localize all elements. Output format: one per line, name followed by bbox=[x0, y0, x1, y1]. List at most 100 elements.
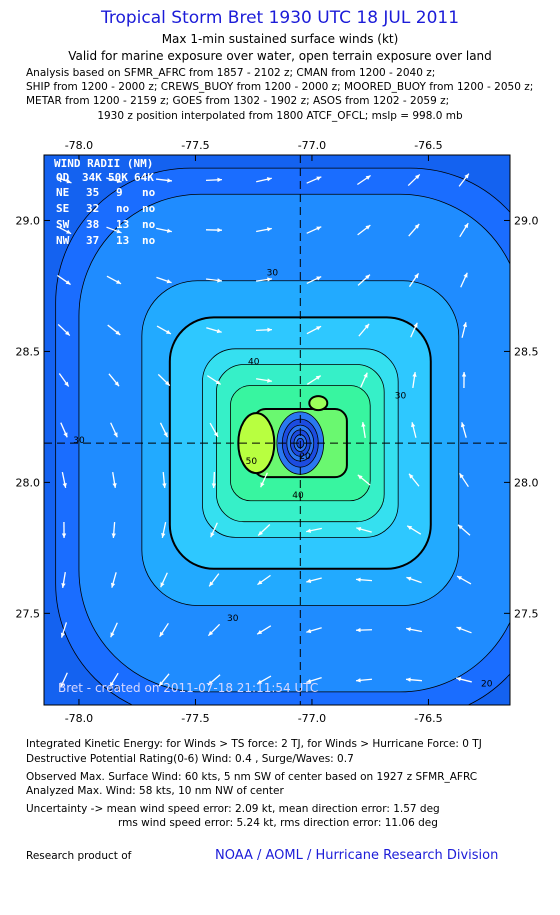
wind-arrow-head bbox=[409, 473, 414, 479]
analysis-line-2: SHIP from 1200 - 2000 z; CREWS_BUOY from… bbox=[26, 81, 534, 93]
wind-arrow-head bbox=[64, 381, 69, 387]
axis-tick-layer: -78.0 -78.0 -77.5 -77.5 -77.0 -77.0 -76.5 -76.5… bbox=[16, 139, 539, 725]
wind-arrow-head bbox=[365, 175, 371, 180]
wind-arrow-head bbox=[164, 380, 170, 386]
wind-arrow-head bbox=[406, 576, 412, 581]
creation-credit: Bret - created on 2011-07-18 21:11:54 UT… bbox=[58, 681, 318, 695]
analyzed-max-wind: Analyzed Max. Wind: 58 kts, 10 nm NW of … bbox=[26, 785, 284, 797]
wind-arrow-head bbox=[315, 375, 321, 380]
contour-label: 50 bbox=[246, 457, 258, 467]
wind-arrow-head bbox=[166, 279, 172, 284]
wind-arrow-head bbox=[60, 682, 65, 688]
wind-arrow-head bbox=[461, 372, 467, 377]
uncertainty-mean: Uncertainty -> mean wind speed error: 2.… bbox=[26, 803, 440, 815]
wind-arrow-head bbox=[163, 432, 168, 438]
x-tick-label-top: -77.0 bbox=[298, 139, 326, 152]
wind-arrow-head bbox=[158, 681, 164, 687]
wind-radii-header: 50K bbox=[108, 171, 128, 184]
wind-arrow-head bbox=[65, 330, 70, 336]
wind-radii-cell: no bbox=[142, 218, 156, 231]
wind-arrow-head bbox=[459, 473, 464, 479]
wind-arrow-head bbox=[115, 330, 121, 335]
x-tick-label-bottom: -77.0 bbox=[298, 712, 326, 725]
wind-arrow-head bbox=[414, 273, 419, 279]
wind-arrow-head bbox=[306, 528, 312, 533]
chart-subtitle-exposure: Valid for marine exposure over water, op… bbox=[68, 49, 492, 63]
wind-arrow-head bbox=[267, 227, 272, 232]
wind-arrow-head bbox=[260, 482, 265, 488]
wind-arrow-head bbox=[258, 530, 263, 536]
contour-label: 30 bbox=[267, 268, 279, 278]
wind-arrow-head bbox=[166, 228, 172, 233]
wind-arrow-head bbox=[365, 225, 371, 230]
wind-radii-cell: 38 bbox=[86, 218, 99, 231]
y-tick-label-left: 29.0 bbox=[16, 214, 41, 227]
wind-radii-cell: SW bbox=[56, 218, 70, 231]
wind-arrow-head bbox=[113, 432, 118, 438]
wind-radii-header: QD bbox=[56, 171, 70, 184]
wind-radii-header: 64K bbox=[134, 171, 154, 184]
wind-arrow-head bbox=[160, 582, 165, 588]
wind-arrow-head bbox=[267, 378, 272, 383]
wind-arrow-head bbox=[456, 677, 462, 682]
wind-radii-header: 34K bbox=[82, 171, 102, 184]
analysis-line-1: Analysis based on SFMR_AFRC from 1857 - … bbox=[26, 67, 436, 79]
y-tick-label-right: 28.0 bbox=[514, 476, 539, 489]
wind-arrow-head bbox=[306, 628, 312, 634]
wind-arrow-head bbox=[114, 381, 120, 387]
wind-arrow-head bbox=[161, 532, 166, 538]
x-tick-label-top: -76.5 bbox=[414, 139, 442, 152]
wind-arrow-head bbox=[257, 629, 263, 635]
wind-arrow-head bbox=[112, 483, 117, 488]
wind-arrow-head bbox=[257, 580, 263, 585]
plot-border bbox=[43, 154, 511, 706]
wind-arrow-head bbox=[210, 532, 215, 538]
wind-arrow-head bbox=[116, 229, 122, 234]
wind-arrow-head bbox=[456, 626, 462, 631]
wind-arrow-head bbox=[407, 525, 413, 530]
wind-arrow-head bbox=[116, 279, 122, 284]
wind-max-northeast bbox=[308, 395, 329, 412]
wind-arrow-head bbox=[207, 680, 213, 686]
wind-arrow-head bbox=[257, 679, 263, 684]
dpr-line: Destructive Potential Rating(0-6) Wind: … bbox=[26, 753, 354, 765]
x-tick-label-bottom: -77.5 bbox=[181, 712, 209, 725]
contour-label-layer: 30 30 30 30 40 40 50 20 20 20 bbox=[73, 268, 492, 694]
wind-arrow-head bbox=[365, 274, 370, 280]
wind-arrow-head bbox=[266, 177, 272, 182]
wind-arrow-head bbox=[66, 179, 72, 184]
wind-arrow-head bbox=[316, 276, 322, 281]
wind-arrow-head bbox=[412, 372, 417, 377]
wind-arrow-head bbox=[463, 272, 468, 278]
hrd-credit: NOAA / AOML / Hurricane Research Divisio… bbox=[215, 848, 499, 863]
wind-arrow-head bbox=[267, 277, 272, 282]
chart-subtitle-units: Max 1-min sustained surface winds (kt) bbox=[161, 32, 399, 46]
wind-arrow-head bbox=[316, 226, 322, 231]
wind-arrow-head bbox=[363, 372, 368, 378]
wind-arrow-head bbox=[116, 178, 122, 183]
wind-arrow-head bbox=[217, 177, 222, 183]
chart-title: Tropical Storm Bret 1930 UTC 18 JUL 2011 bbox=[100, 8, 460, 28]
wind-arrow-head bbox=[159, 631, 164, 637]
research-product-label: Research product of bbox=[26, 850, 132, 862]
wind-arrow-head bbox=[306, 578, 312, 584]
wind-arrow-head bbox=[167, 178, 172, 183]
wind-arrow-head bbox=[411, 422, 416, 428]
y-tick-label-right: 28.5 bbox=[514, 345, 539, 358]
x-tick-label-top: -78.0 bbox=[65, 139, 93, 152]
wind-arrow-head bbox=[165, 329, 171, 334]
wind-arrow-head bbox=[457, 576, 463, 581]
wind-arrow-head bbox=[61, 533, 67, 538]
wind-arrow-head bbox=[463, 223, 469, 229]
wind-arrow-head bbox=[464, 173, 469, 179]
wind-radii-cell: no bbox=[116, 202, 130, 215]
wind-arrow-head bbox=[109, 681, 115, 687]
wind-arrow-head bbox=[215, 380, 221, 385]
wind-arrow-head bbox=[60, 632, 66, 638]
wind-arrow-head bbox=[406, 627, 411, 632]
y-tick-label-left: 27.5 bbox=[16, 607, 41, 620]
contour-label: 20 bbox=[299, 452, 311, 462]
wind-arrow-head bbox=[65, 280, 71, 285]
wind-radii-cell: no bbox=[142, 202, 156, 215]
